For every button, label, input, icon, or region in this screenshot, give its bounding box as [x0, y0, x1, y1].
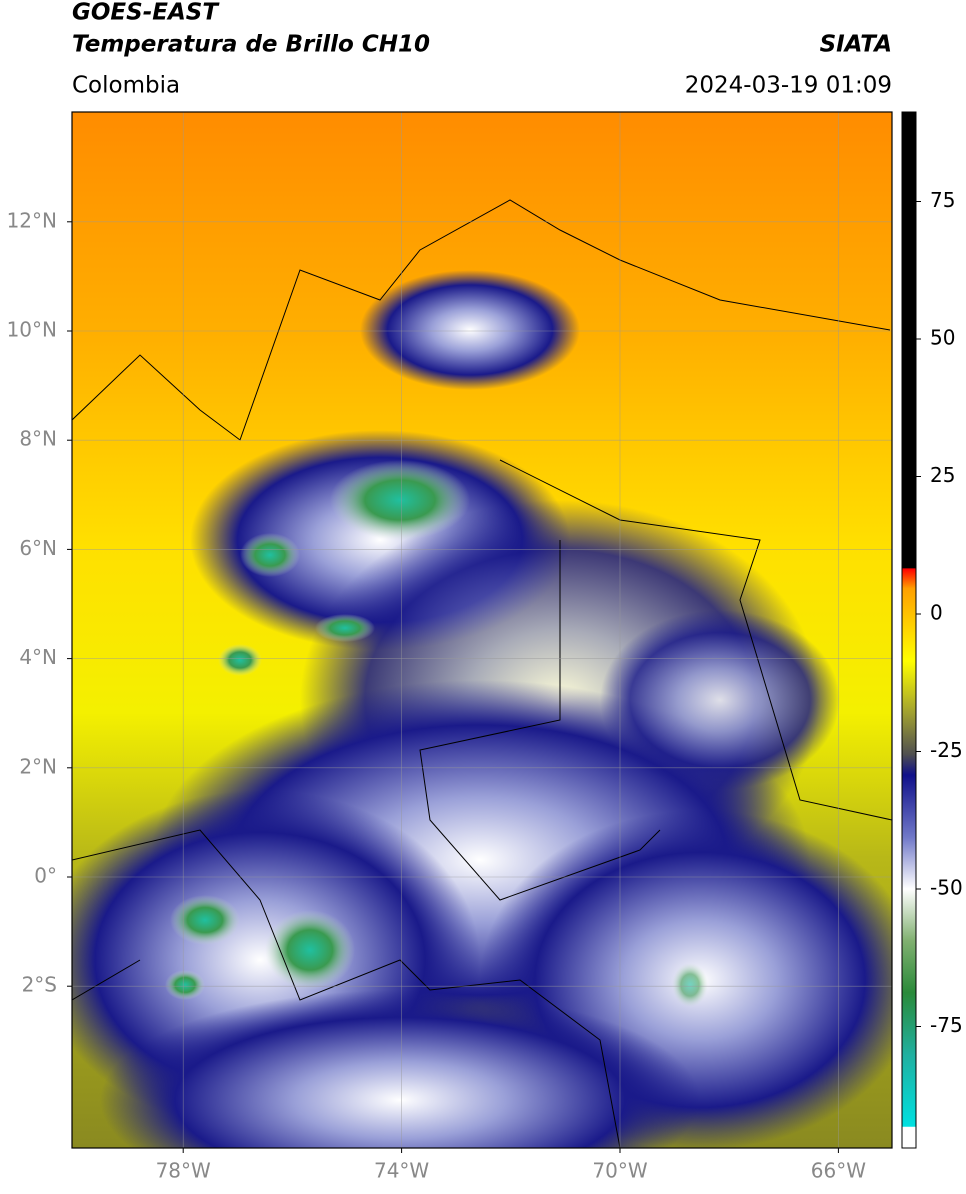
colorbar	[901, 111, 917, 1149]
datetime: 2024-03-19 01:09	[685, 73, 892, 99]
lat-tick-label: 12°N	[7, 208, 57, 232]
lat-tick-label: 2°S	[22, 973, 57, 997]
colorbar-tick-label: -75	[930, 1013, 963, 1037]
lon-tick-label: 70°W	[592, 1159, 647, 1183]
lat-tick-label: 6°N	[19, 536, 57, 560]
source: SIATA	[820, 32, 892, 58]
colorbar-tick-label: 0	[930, 601, 943, 625]
lat-tick-label: 4°N	[19, 645, 57, 669]
map-frame	[71, 111, 893, 1149]
region: Colombia	[72, 73, 180, 99]
colorbar-tick-label: 25	[930, 463, 955, 487]
lon-tick-label: 78°W	[156, 1159, 211, 1183]
lon-tick-label: 74°W	[374, 1159, 429, 1183]
colorbar-tick-label: 50	[930, 326, 955, 350]
lon-tick-label: 66°W	[811, 1159, 866, 1183]
lat-tick-label: 0°	[34, 864, 57, 888]
satellite-image	[72, 112, 892, 1148]
colorbar-tick-label: 75	[930, 188, 955, 212]
graticule	[72, 112, 892, 1148]
title-line: Temperatura de Brillo CH10	[72, 32, 430, 58]
colorbar-tick-label: -50	[930, 876, 963, 900]
lat-tick-label: 2°N	[19, 754, 57, 778]
colorbar-tick-label: -25	[930, 738, 963, 762]
lat-tick-label: 8°N	[19, 427, 57, 451]
lat-tick-label: 10°N	[7, 318, 57, 342]
title-line: GOES-EAST	[72, 0, 220, 26]
